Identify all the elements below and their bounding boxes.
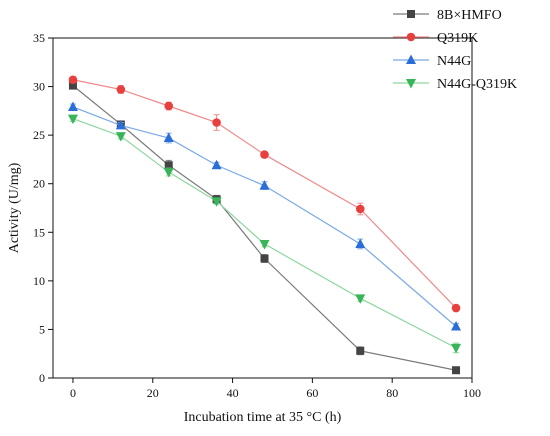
y-tick-label: 30 xyxy=(33,80,45,94)
y-tick-label: 20 xyxy=(33,177,45,191)
x-tick-label: 40 xyxy=(227,386,239,400)
data-point xyxy=(259,239,270,250)
series-0 xyxy=(68,81,461,375)
plot-frame xyxy=(52,37,473,379)
data-point xyxy=(164,101,174,111)
series-2 xyxy=(67,101,462,331)
x-tick-label: 20 xyxy=(147,386,159,400)
legend-label: Q319K xyxy=(437,31,478,46)
data-point xyxy=(163,168,174,178)
y-tick-label: 35 xyxy=(33,31,45,45)
legend-item: Q319K xyxy=(393,31,478,46)
data-point xyxy=(115,119,126,130)
data-point xyxy=(68,81,77,90)
x-axis-title: Incubation time at 35 °C (h) xyxy=(184,410,342,425)
data-point xyxy=(451,321,462,331)
data-point xyxy=(67,114,78,125)
legend-label: N44G xyxy=(437,54,471,69)
legend-item: N44G xyxy=(393,54,471,69)
data-point xyxy=(451,303,461,313)
series-layer xyxy=(67,75,462,375)
legend-item: 8B×HMFO xyxy=(393,8,502,23)
legend-label: 8B×HMFO xyxy=(437,8,502,23)
y-tick-label: 0 xyxy=(39,371,45,385)
data-point xyxy=(259,180,270,190)
x-tick-label: 0 xyxy=(70,386,76,400)
data-point xyxy=(68,75,78,85)
data-point xyxy=(115,132,126,142)
data-point xyxy=(451,343,462,354)
series-line xyxy=(72,106,457,327)
legend-marker xyxy=(406,79,416,89)
data-point xyxy=(355,294,366,304)
data-point xyxy=(211,159,222,170)
x-axis: 0 20 40 60 80 100 xyxy=(70,378,481,400)
data-point xyxy=(163,132,174,143)
data-point xyxy=(260,254,269,263)
data-point xyxy=(355,204,365,214)
y-axis: 0 5 10 15 20 25 30 35 xyxy=(33,31,53,385)
y-tick-label: 25 xyxy=(33,128,45,142)
data-point xyxy=(260,150,269,159)
y-axis-title: Activity (U/mg) xyxy=(7,162,22,253)
legend-marker xyxy=(407,10,415,18)
data-point xyxy=(211,197,222,207)
legend-marker xyxy=(406,32,416,42)
y-tick-label: 5 xyxy=(39,322,45,336)
plot-border xyxy=(52,37,473,379)
data-point xyxy=(164,161,173,170)
x-tick-label: 60 xyxy=(306,386,318,400)
data-point xyxy=(116,85,126,94)
legend-marker xyxy=(406,54,416,64)
y-tick-label: 10 xyxy=(33,274,45,288)
y-tick-label: 15 xyxy=(33,225,45,239)
data-point xyxy=(355,238,366,248)
legend: 8B×HMFO Q319K N44G N44G-Q319K xyxy=(393,8,517,92)
series-1 xyxy=(68,75,461,313)
data-point xyxy=(356,346,365,355)
data-point xyxy=(452,366,461,375)
series-3 xyxy=(67,114,462,354)
legend-label: N44G-Q319K xyxy=(437,77,517,92)
data-point xyxy=(67,101,78,111)
legend-item: N44G-Q319K xyxy=(393,77,517,92)
series-line xyxy=(72,79,457,309)
x-tick-label: 80 xyxy=(386,386,398,400)
data-point xyxy=(212,118,221,127)
x-tick-label: 100 xyxy=(463,386,481,400)
